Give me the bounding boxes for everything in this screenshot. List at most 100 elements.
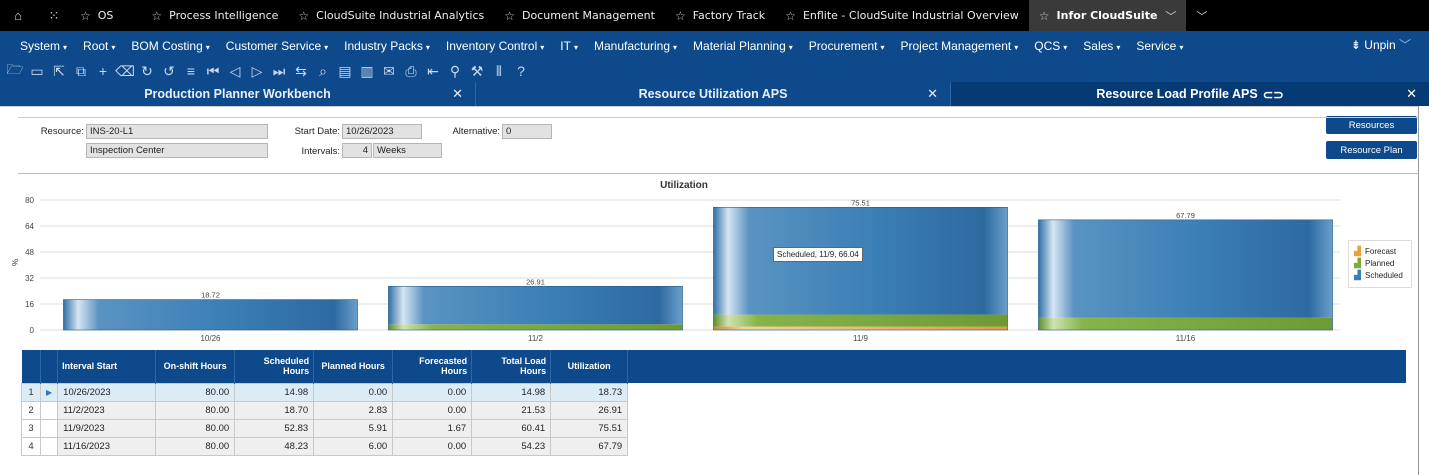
resource-field[interactable]: INS-20-L1 — [86, 124, 268, 139]
col-interval-start[interactable]: Interval Start — [57, 350, 157, 383]
top-tab-enflite[interactable]: ☆ Enflite - CloudSuite Industrial Overvie… — [775, 0, 1029, 31]
table-row[interactable]: 1 ▶ 10/26/2023 80.00 14.98 0.00 0.00 14.… — [21, 382, 629, 402]
col-scheduled-hours[interactable]: Scheduled Hours — [234, 350, 315, 383]
cell-onshift-hours[interactable]: 80.00 — [155, 436, 236, 456]
menu-bom-costing[interactable]: BOM Costing ▾ — [123, 39, 217, 53]
legend-item-scheduled[interactable]: ▟ Scheduled — [1353, 269, 1407, 281]
cell-forecasted-hours[interactable]: 1.67 — [392, 418, 473, 438]
col-utilization[interactable]: Utilization — [550, 350, 629, 383]
tabs-overflow-chevron-icon[interactable]: ﹀ — [1196, 9, 1208, 23]
save-icon[interactable]: ▭ — [30, 62, 44, 79]
cell-scheduled-hours[interactable]: 48.23 — [234, 436, 315, 456]
cell-total-load-hours[interactable]: 54.23 — [471, 436, 552, 456]
close-icon[interactable]: ✕ — [927, 86, 938, 101]
delete-icon[interactable]: ⌫ — [115, 62, 135, 79]
home-icon[interactable]: ⌂ — [14, 8, 22, 23]
menu-procurement[interactable]: Procurement ▾ — [801, 39, 893, 53]
top-tab-process-intelligence[interactable]: ☆ Process Intelligence — [141, 0, 288, 31]
cell-onshift-hours[interactable]: 80.00 — [155, 382, 236, 402]
table-row[interactable]: 3 11/9/2023 80.00 52.83 5.91 1.67 60.41 … — [21, 418, 629, 438]
find-icon[interactable]: ⚲ — [449, 62, 461, 79]
cell-forecasted-hours[interactable]: 0.00 — [392, 436, 473, 456]
top-tab-os[interactable]: ☆ OS — [70, 0, 123, 31]
refresh-current-icon[interactable]: ↺ — [163, 62, 175, 79]
cell-utilization[interactable]: 67.79 — [550, 436, 629, 456]
cell-planned-hours[interactable]: 0.00 — [313, 382, 394, 402]
cell-planned-hours[interactable]: 2.83 — [313, 400, 394, 420]
first-record-icon[interactable]: ⏮ — [206, 62, 220, 79]
menu-customer-service[interactable]: Customer Service ▾ — [218, 39, 336, 53]
cell-onshift-hours[interactable]: 80.00 — [155, 400, 236, 420]
email-icon[interactable]: ✉ — [383, 62, 395, 79]
top-tab-document-management[interactable]: ☆ Document Management — [494, 0, 665, 31]
open-folder-icon[interactable]: 🗁 — [6, 61, 24, 77]
star-icon[interactable]: ☆ — [80, 8, 91, 23]
resource-plan-button[interactable]: Resource Plan — [1326, 141, 1417, 159]
alternative-field[interactable]: 0 — [502, 124, 552, 139]
menu-manufacturing[interactable]: Manufacturing ▾ — [586, 39, 685, 53]
tab-resource-load-profile-aps[interactable]: Resource Load Profile APS ⊂⊃ ✕ — [951, 82, 1429, 106]
menu-industry-packs[interactable]: Industry Packs ▾ — [336, 39, 438, 53]
menu-material-planning[interactable]: Material Planning ▾ — [685, 39, 801, 53]
filter-icon[interactable]: ≡ — [186, 63, 196, 79]
cell-utilization[interactable]: 75.51 — [550, 418, 629, 438]
star-icon[interactable]: ☆ — [298, 8, 310, 23]
menu-inventory-control[interactable]: Inventory Control ▾ — [438, 39, 552, 53]
search-icon[interactable]: ⌕ — [319, 62, 327, 79]
document-icon[interactable]: ▥ — [360, 62, 374, 79]
tab-production-planner-workbench[interactable]: Production Planner Workbench ✕ — [0, 82, 476, 106]
menu-it[interactable]: IT ▾ — [552, 39, 586, 53]
start-date-field[interactable]: 10/26/2023 — [342, 124, 422, 139]
cell-total-load-hours[interactable]: 60.41 — [471, 418, 552, 438]
legend-item-forecast[interactable]: ▟ Forecast — [1353, 245, 1407, 257]
cell-interval-start[interactable]: 11/9/2023 — [57, 418, 157, 438]
menu-service[interactable]: Service ▾ — [1128, 39, 1191, 53]
star-icon[interactable]: ☆ — [1038, 8, 1050, 23]
apps-grid-icon[interactable]: ⁙ — [48, 7, 60, 23]
table-row[interactable]: 4 11/16/2023 80.00 48.23 6.00 0.00 54.23… — [21, 436, 629, 456]
cell-scheduled-hours[interactable]: 18.70 — [234, 400, 315, 420]
top-tab-analytics[interactable]: ☆ CloudSuite Industrial Analytics — [288, 0, 494, 31]
save-close-icon[interactable]: ⇱ — [53, 62, 65, 79]
col-planned-hours[interactable]: Planned Hours — [313, 350, 394, 383]
cell-forecasted-hours[interactable]: 0.00 — [392, 382, 473, 402]
refresh-icon[interactable]: ↻ — [141, 62, 153, 79]
notes-icon[interactable]: ▤ — [338, 62, 352, 79]
save-close-all-icon[interactable]: ⧉ — [76, 62, 86, 79]
cell-interval-start[interactable]: 11/16/2023 — [57, 436, 157, 456]
top-tab-factory-track[interactable]: ☆ Factory Track — [665, 0, 775, 31]
table-row[interactable]: 2 11/2/2023 80.00 18.70 2.83 0.00 21.53 … — [21, 400, 629, 420]
settings-wrench-icon[interactable]: ⚒ — [470, 62, 484, 79]
top-tab-infor-cloudsuite[interactable]: ☆ Infor CloudSuite ﹀ — [1028, 0, 1187, 31]
close-icon[interactable]: ✕ — [452, 86, 463, 101]
menu-sales[interactable]: Sales ▾ — [1075, 39, 1128, 53]
help-icon[interactable]: ? — [517, 63, 525, 79]
cell-interval-start[interactable]: 11/2/2023 — [57, 400, 157, 420]
vertical-scrollbar[interactable] — [1418, 106, 1419, 475]
close-icon[interactable]: ✕ — [1406, 86, 1417, 101]
star-icon[interactable]: ☆ — [785, 8, 796, 23]
star-icon[interactable]: ☆ — [151, 8, 163, 23]
last-record-icon[interactable]: ⏭ — [272, 62, 286, 79]
col-forecasted-hours[interactable]: Forecasted Hours — [392, 350, 473, 383]
columns-icon[interactable]: ⫴ — [496, 62, 502, 79]
cell-scheduled-hours[interactable]: 14.98 — [234, 382, 315, 402]
star-icon[interactable]: ☆ — [504, 8, 515, 23]
cell-total-load-hours[interactable]: 21.53 — [471, 400, 552, 420]
tab-resource-utilization-aps[interactable]: Resource Utilization APS ✕ — [476, 82, 951, 106]
cell-planned-hours[interactable]: 6.00 — [313, 436, 394, 456]
cell-utilization[interactable]: 26.91 — [550, 400, 629, 420]
menu-root[interactable]: Root ▾ — [75, 39, 123, 53]
previous-record-icon[interactable]: ◁ — [229, 62, 241, 79]
cell-utilization[interactable]: 18.73 — [550, 382, 629, 402]
intervals-unit-field[interactable]: Weeks — [373, 143, 442, 158]
return-icon[interactable]: ⇤ — [427, 62, 439, 79]
menu-system[interactable]: System ▾ — [12, 39, 75, 53]
resources-button[interactable]: Resources — [1326, 116, 1417, 134]
cell-scheduled-hours[interactable]: 52.83 — [234, 418, 315, 438]
legend-item-planned[interactable]: ▟ Planned — [1353, 257, 1407, 269]
col-total-load-hours[interactable]: Total Load Hours — [471, 350, 552, 383]
star-icon[interactable]: ☆ — [674, 8, 686, 23]
cell-planned-hours[interactable]: 5.91 — [313, 418, 394, 438]
cell-forecasted-hours[interactable]: 0.00 — [392, 400, 473, 420]
